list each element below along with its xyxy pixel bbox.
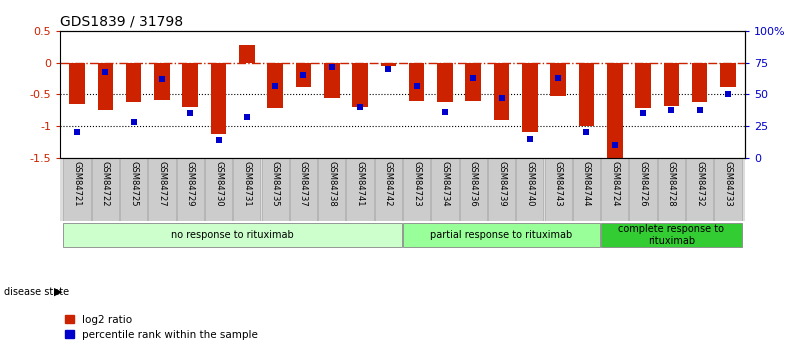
Bar bbox=[714, 158, 742, 221]
Bar bbox=[233, 158, 260, 221]
Bar bbox=[63, 158, 91, 221]
Bar bbox=[183, 63, 198, 107]
Bar bbox=[517, 158, 543, 221]
Text: GSM84726: GSM84726 bbox=[638, 161, 647, 207]
Bar bbox=[296, 63, 312, 87]
Bar bbox=[290, 158, 317, 221]
Bar bbox=[460, 158, 487, 221]
Text: GSM84734: GSM84734 bbox=[441, 161, 449, 207]
Bar bbox=[205, 158, 232, 221]
Bar bbox=[239, 45, 255, 63]
Bar bbox=[63, 223, 402, 247]
Text: GSM84739: GSM84739 bbox=[497, 161, 506, 207]
Text: GSM84737: GSM84737 bbox=[299, 161, 308, 207]
Bar bbox=[692, 63, 707, 102]
Bar bbox=[522, 63, 537, 132]
Text: partial response to rituximab: partial response to rituximab bbox=[430, 230, 573, 240]
Bar bbox=[437, 63, 453, 102]
Text: GSM84743: GSM84743 bbox=[553, 161, 562, 207]
Bar bbox=[268, 63, 283, 108]
Text: GSM84723: GSM84723 bbox=[413, 161, 421, 207]
Bar bbox=[324, 63, 340, 98]
Text: disease state: disease state bbox=[4, 287, 69, 296]
Bar bbox=[347, 158, 373, 221]
Bar bbox=[375, 158, 402, 221]
Bar bbox=[211, 63, 227, 134]
Bar bbox=[720, 63, 736, 87]
Text: GSM84724: GSM84724 bbox=[610, 161, 619, 207]
Bar bbox=[98, 63, 113, 110]
Bar bbox=[545, 158, 572, 221]
Bar bbox=[92, 158, 119, 221]
Text: GSM84732: GSM84732 bbox=[695, 161, 704, 207]
Text: GSM84733: GSM84733 bbox=[723, 161, 732, 207]
Text: GSM84741: GSM84741 bbox=[356, 161, 364, 207]
Bar bbox=[403, 223, 600, 247]
Text: no response to rituximab: no response to rituximab bbox=[171, 230, 294, 240]
Text: GSM84729: GSM84729 bbox=[186, 161, 195, 207]
Text: GSM84722: GSM84722 bbox=[101, 161, 110, 207]
Bar bbox=[120, 158, 147, 221]
Bar bbox=[578, 63, 594, 126]
Text: GSM84744: GSM84744 bbox=[582, 161, 591, 207]
Text: GSM84728: GSM84728 bbox=[667, 161, 676, 207]
Bar bbox=[432, 158, 458, 221]
Bar bbox=[154, 63, 170, 99]
Bar bbox=[550, 63, 566, 96]
Text: GSM84742: GSM84742 bbox=[384, 161, 392, 207]
Text: GSM84731: GSM84731 bbox=[243, 161, 252, 207]
Bar bbox=[686, 158, 713, 221]
Bar bbox=[602, 158, 628, 221]
Bar bbox=[69, 63, 85, 104]
Bar bbox=[607, 63, 622, 161]
Text: GSM84730: GSM84730 bbox=[214, 161, 223, 207]
Text: GDS1839 / 31798: GDS1839 / 31798 bbox=[60, 14, 183, 29]
Text: GSM84736: GSM84736 bbox=[469, 161, 477, 207]
Bar bbox=[148, 158, 175, 221]
Bar bbox=[177, 158, 203, 221]
Bar bbox=[380, 63, 396, 66]
Bar bbox=[635, 63, 651, 108]
Bar bbox=[126, 63, 142, 102]
Text: complete response to
rituximab: complete response to rituximab bbox=[618, 224, 724, 246]
Bar bbox=[493, 63, 509, 120]
Text: GSM84740: GSM84740 bbox=[525, 161, 534, 207]
Text: GSM84725: GSM84725 bbox=[129, 161, 138, 207]
Bar bbox=[352, 63, 368, 107]
Bar bbox=[658, 158, 685, 221]
Bar bbox=[573, 158, 600, 221]
Bar bbox=[409, 63, 425, 101]
Text: ▶: ▶ bbox=[54, 287, 63, 296]
Bar bbox=[318, 158, 345, 221]
Bar bbox=[403, 158, 430, 221]
Text: GSM84738: GSM84738 bbox=[328, 161, 336, 207]
Bar bbox=[630, 158, 657, 221]
Bar bbox=[488, 158, 515, 221]
Bar bbox=[262, 158, 288, 221]
Text: GSM84721: GSM84721 bbox=[73, 161, 82, 207]
Text: GSM84735: GSM84735 bbox=[271, 161, 280, 207]
Bar bbox=[465, 63, 481, 101]
Bar bbox=[602, 223, 742, 247]
Text: GSM84727: GSM84727 bbox=[158, 161, 167, 207]
Bar bbox=[663, 63, 679, 106]
Legend: log2 ratio, percentile rank within the sample: log2 ratio, percentile rank within the s… bbox=[66, 315, 258, 340]
